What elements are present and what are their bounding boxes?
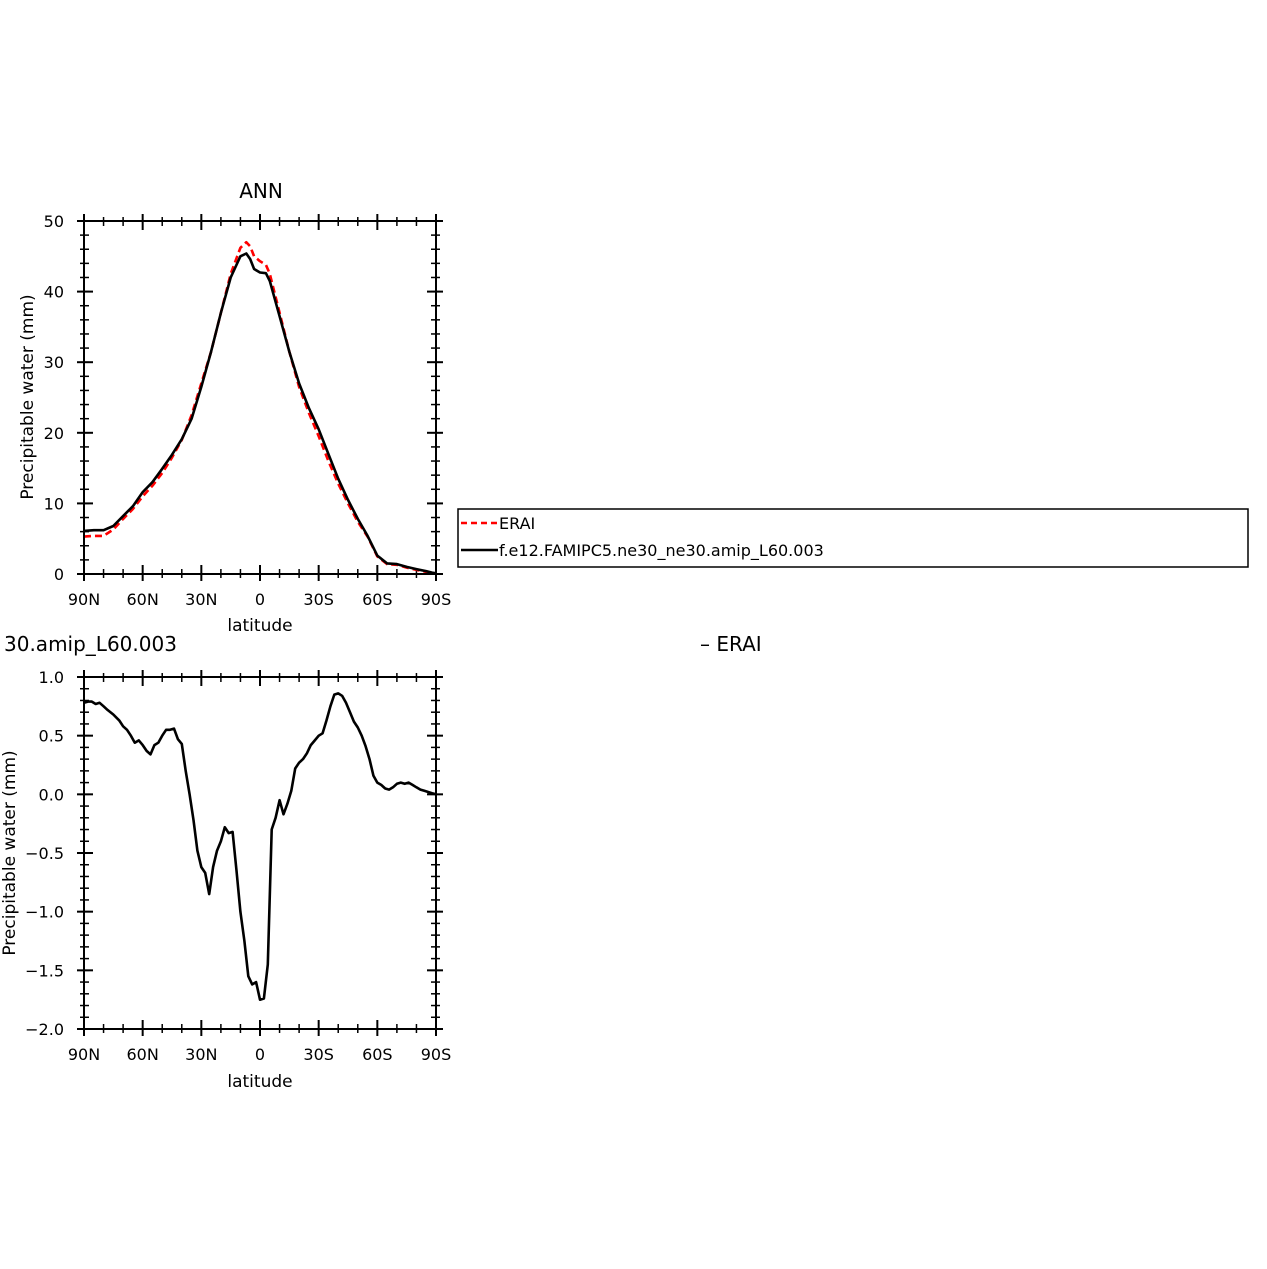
y-tick-label: 0 [54, 565, 64, 584]
x-tick-label: 60S [362, 590, 393, 609]
y-tick-label: −1.5 [25, 961, 64, 980]
legend-box [457, 508, 1249, 568]
panel-mean-x-label: latitude [227, 616, 292, 636]
x-tick-label: 30N [185, 1045, 217, 1064]
y-tick-label: −0.5 [25, 844, 64, 863]
x-tick-label: 90S [421, 1045, 452, 1064]
panel-difference-frame [83, 676, 437, 1030]
panel-mean: ANN Precipitable water (mm) latitude 90N… [18, 179, 451, 636]
x-tick-label: 0 [255, 590, 265, 609]
y-tick-label: 40 [44, 283, 64, 302]
series-line-erai [83, 240, 436, 575]
panel-difference-x-label: latitude [227, 1072, 292, 1092]
y-tick-label: 50 [44, 212, 64, 231]
panel-difference-lines [83, 692, 437, 1002]
panel-mean-ticks: 90N 60N 30N 0 30S 60S 90S 0 10 20 30 40 50 [44, 212, 452, 609]
x-tick-label: 90S [421, 590, 452, 609]
legend: ERAI f.e12.FAMIPC5.ne30_ne30.amip_L60.00… [457, 508, 1249, 568]
panel-difference: 30.amip_L60.003 – ERAI Precipitable wate… [0, 632, 762, 1092]
y-tick-label: 1.0 [39, 668, 64, 687]
panel-difference-ticks: 90N 60N 30N 0 30S 60S 90S 1.0 0.5 0.0 −0.5 −1.0 −1.5… [25, 668, 451, 1064]
panel-difference-title: 30.amip_L60.003 [4, 632, 177, 656]
y-tick-label: 10 [44, 494, 64, 513]
legend-label-erai: ERAI [499, 514, 535, 533]
y-tick-label: −2.0 [25, 1020, 64, 1039]
x-tick-label: 30S [303, 590, 334, 609]
series-line-f-e12-famipc5-ne30-ne30-amip-l60-003 [83, 252, 437, 575]
panel-difference-title-right: – ERAI [700, 632, 762, 656]
x-tick-label: 90N [68, 1045, 100, 1064]
panel-mean-y-label: Precipitable water (mm) [18, 294, 38, 499]
y-tick-label: 0.0 [39, 785, 64, 804]
x-tick-label: 60S [362, 1045, 393, 1064]
panel-difference-y-label: Precipitable water (mm) [0, 750, 20, 955]
y-tick-label: 30 [44, 353, 64, 372]
x-tick-label: 30N [185, 590, 217, 609]
x-tick-label: 30S [303, 1045, 334, 1064]
x-tick-label: 90N [68, 590, 100, 609]
panel-mean-lines [83, 240, 437, 575]
y-tick-label: −1.0 [25, 903, 64, 922]
panel-mean-frame [83, 220, 437, 575]
panel-mean-title: ANN [239, 179, 283, 203]
y-tick-label: 0.5 [39, 727, 64, 746]
x-tick-label: 0 [255, 1045, 265, 1064]
x-tick-label: 60N [127, 590, 159, 609]
x-tick-label: 60N [127, 1045, 159, 1064]
y-tick-label: 20 [44, 424, 64, 443]
legend-label-model: f.e12.FAMIPC5.ne30_ne30.amip_L60.003 [499, 541, 824, 561]
series-line-difference [83, 692, 437, 1002]
